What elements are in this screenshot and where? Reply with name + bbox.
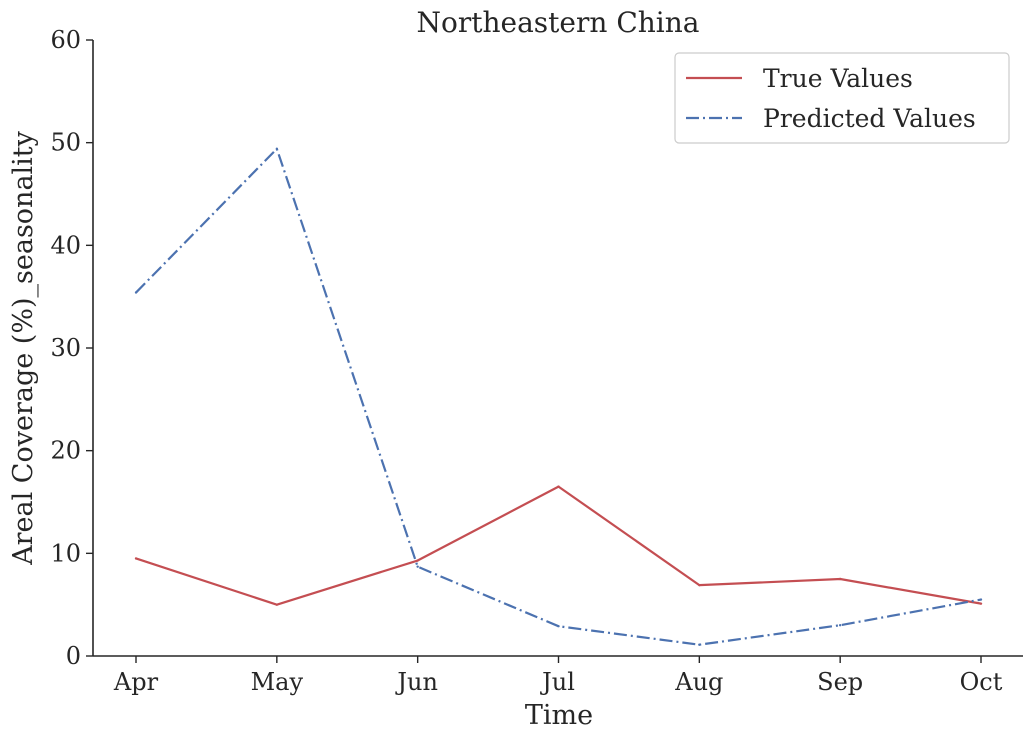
data-point [416, 559, 419, 562]
legend-box [674, 52, 1010, 144]
x-tick-label: Sep [817, 668, 863, 696]
data-point [275, 147, 279, 151]
y-tick-label: 20 [50, 437, 81, 465]
x-axis: Apr May Jun Jul Aug Sep Oct [93, 655, 1023, 696]
y-axis-label: Areal Coverage (%)_seasonality [8, 130, 39, 566]
legend-label: True Values [763, 64, 913, 93]
data-point [416, 565, 419, 568]
legend-label: Predicted Values [763, 104, 976, 133]
x-axis-label: Time [525, 700, 593, 731]
chart-title: Northeastern China [417, 6, 700, 39]
x-tick-label: Jun [394, 668, 438, 696]
y-tick-label: 0 [66, 642, 81, 670]
data-point [698, 583, 701, 587]
x-tick-label: Oct [960, 668, 1003, 696]
x-tick-label: May [251, 668, 304, 696]
data-point [557, 485, 560, 488]
series-line-true-values [135, 485, 982, 606]
legend: True Values Predicted Values [674, 52, 1010, 144]
data-point [134, 291, 138, 294]
data-point [979, 598, 983, 601]
y-axis: 0 10 20 30 40 50 60 [50, 26, 94, 670]
series-line-predicted-values [135, 147, 982, 646]
y-tick-label: 50 [50, 129, 81, 157]
x-tick-label: Apr [113, 668, 159, 696]
data-point [838, 577, 842, 581]
data-point [557, 625, 560, 628]
data-point [838, 624, 842, 627]
x-tick-label: Jul [539, 668, 575, 696]
data-point [979, 602, 983, 605]
y-tick-label: 30 [50, 334, 81, 362]
y-tick-label: 40 [50, 231, 81, 259]
data-point [275, 603, 279, 606]
data-point [698, 643, 701, 646]
y-tick-label: 10 [50, 539, 81, 567]
data-point [134, 557, 138, 560]
y-tick-label: 60 [50, 26, 81, 54]
x-tick-label: Aug [674, 668, 723, 696]
series-layer [134, 147, 983, 646]
